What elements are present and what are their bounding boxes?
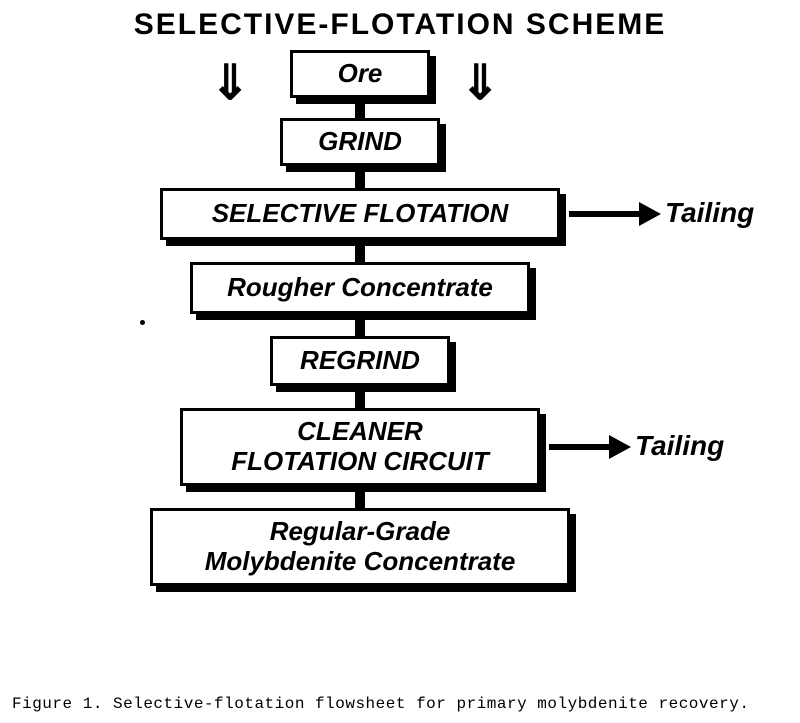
down-arrow-right-icon: ⇓ <box>460 60 500 108</box>
connector <box>355 98 365 118</box>
connector <box>355 386 365 408</box>
node-selflot: SELECTIVE FLOTATION <box>160 188 560 240</box>
connector <box>355 240 365 262</box>
connector <box>355 166 365 188</box>
arrow-head-icon <box>639 202 661 226</box>
down-arrow-left-icon: ⇓ <box>210 60 250 108</box>
node-grind: GRIND <box>280 118 440 166</box>
tailing-label: Tailing <box>665 197 754 229</box>
stray-dot <box>140 320 145 325</box>
connector <box>355 314 365 336</box>
figure-caption: Figure 1. Selective-flotation flowsheet … <box>12 695 749 713</box>
flow-column: Ore GRIND SELECTIVE FLOTATION Rougher Conce… <box>0 50 760 586</box>
arrow-line <box>569 211 639 217</box>
node-ore: Ore <box>290 50 430 98</box>
arrow-head-icon <box>609 435 631 459</box>
node-rougher: Rougher Concentrate <box>190 262 530 314</box>
node-final: Regular-Grade Molybdenite Concentrate <box>150 508 570 586</box>
arrow-line <box>549 444 609 450</box>
node-cleaner: CLEANER FLOTATION CIRCUIT <box>180 408 540 486</box>
connector <box>355 486 365 508</box>
page-title: SELECTIVE-FLOTATION SCHEME <box>0 8 800 42</box>
tailing-label: Tailing <box>635 430 724 462</box>
flowchart: Ore GRIND SELECTIVE FLOTATION Rougher Conce… <box>0 50 800 586</box>
node-regrind: REGRIND <box>270 336 450 386</box>
